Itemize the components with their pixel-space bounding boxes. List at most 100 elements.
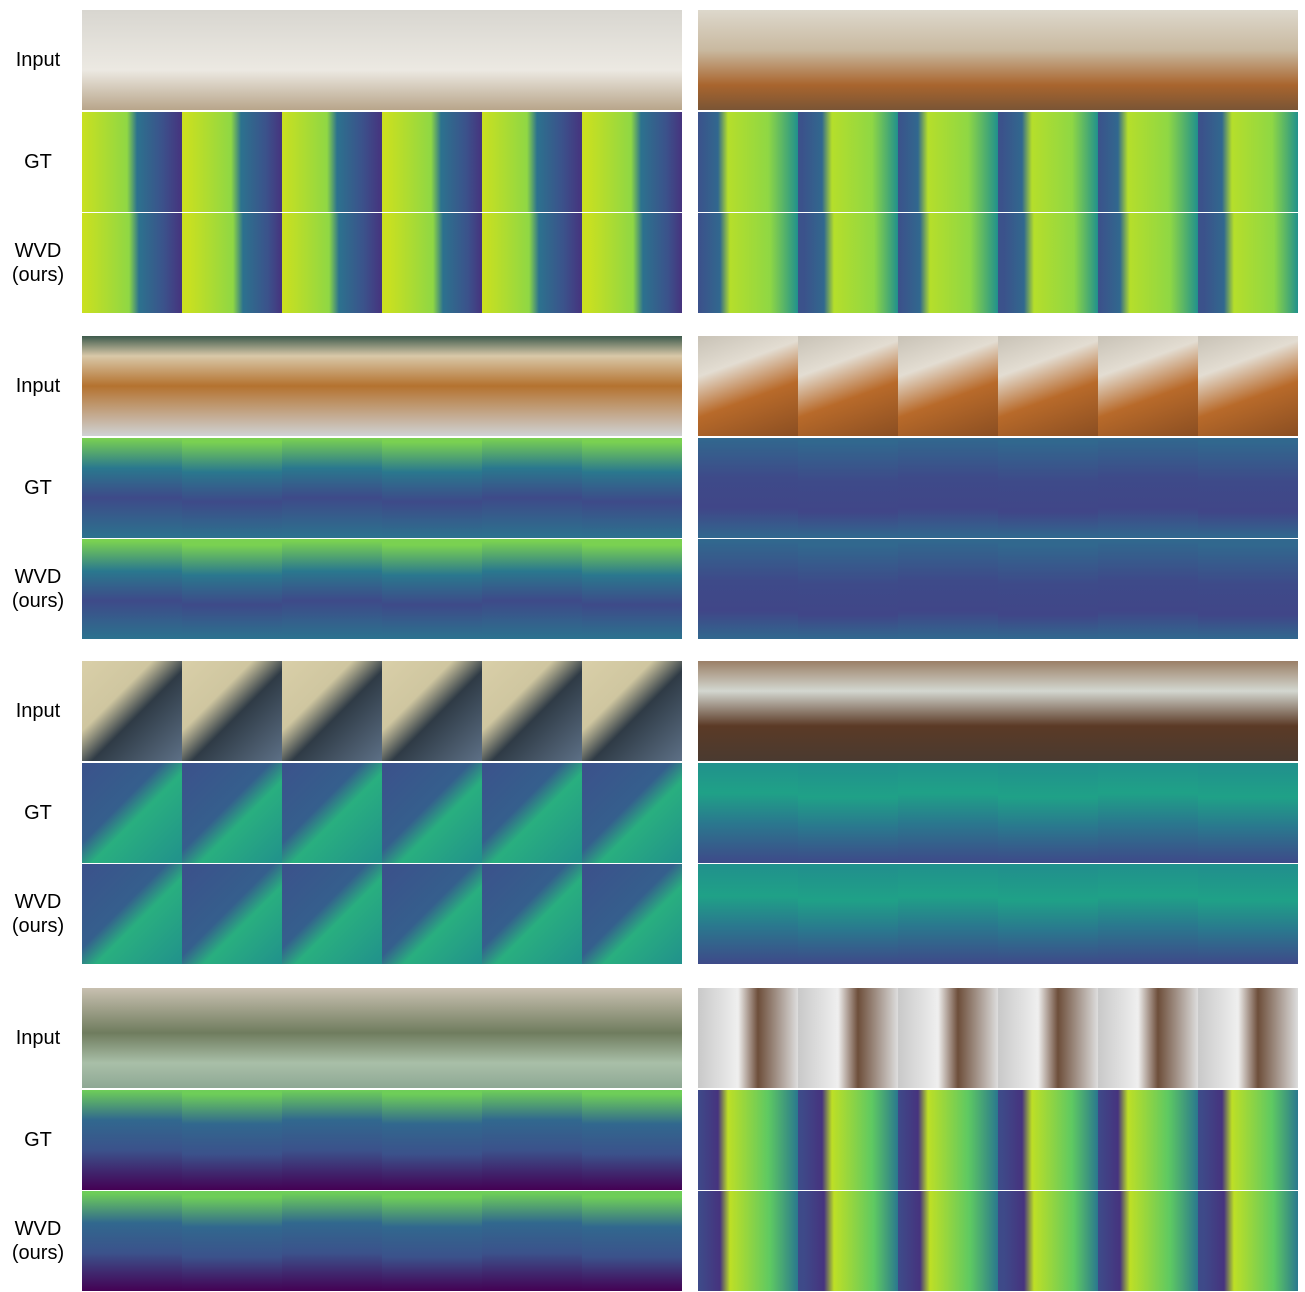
- predicted-depth-frame: [182, 539, 282, 639]
- gt-depth-frame: [898, 112, 998, 212]
- gt-depth-frame: [582, 438, 682, 538]
- input-frame: [82, 988, 182, 1088]
- gt-depth-frame: [582, 1090, 682, 1190]
- input-frame: [82, 336, 182, 436]
- gt-depth-frame: [482, 763, 582, 863]
- predicted-depth-frame: [382, 213, 482, 313]
- predicted-depth-frame: [898, 539, 998, 639]
- gt-depth-frame: [1198, 1090, 1298, 1190]
- input-frame: [1198, 10, 1298, 110]
- input-frame: [698, 661, 798, 761]
- input-frame: [1198, 988, 1298, 1088]
- input-frame: [798, 988, 898, 1088]
- input-frame: [898, 988, 998, 1088]
- input-frame: [998, 988, 1098, 1088]
- gt-depth-frame: [82, 763, 182, 863]
- predicted-depth-frame: [998, 864, 1098, 964]
- predicted-depth-frame: [1098, 213, 1198, 313]
- predicted-depth-frame: [482, 213, 582, 313]
- predicted-depth-frame: [82, 213, 182, 313]
- input-frame: [582, 336, 682, 436]
- predicted-depth-frame: [1198, 539, 1298, 639]
- gt-depth-frame: [182, 112, 282, 212]
- gt-depth-frame: [382, 763, 482, 863]
- gt-depth-frame: [998, 1090, 1098, 1190]
- input-frame: [898, 661, 998, 761]
- row-label: GT: [0, 476, 76, 500]
- gt-depth-frame: [1198, 763, 1298, 863]
- predicted-depth-frame: [382, 539, 482, 639]
- gt-depth-frame: [382, 1090, 482, 1190]
- predicted-depth-frame: [82, 1191, 182, 1291]
- predicted-depth-frame: [582, 539, 682, 639]
- input-frame: [482, 10, 582, 110]
- input-frame: [282, 10, 382, 110]
- input-frame: [698, 336, 798, 436]
- gt-depth-frame: [582, 763, 682, 863]
- gt-depth-frame: [798, 112, 898, 212]
- predicted-depth-frame: [898, 1191, 998, 1291]
- row-label: WVD (ours): [0, 1217, 76, 1265]
- gt-depth-frame: [1098, 112, 1198, 212]
- predicted-depth-frame: [282, 1191, 382, 1291]
- predicted-depth-frame: [582, 864, 682, 964]
- input-frame: [382, 10, 482, 110]
- gt-depth-frame: [998, 763, 1098, 863]
- gt-depth-frame: [898, 1090, 998, 1190]
- gt-depth-frame: [998, 112, 1098, 212]
- gt-depth-frame: [82, 1090, 182, 1190]
- input-frame: [382, 988, 482, 1088]
- predicted-depth-frame: [1198, 213, 1298, 313]
- gt-depth-frame: [798, 763, 898, 863]
- input-frame: [1198, 336, 1298, 436]
- input-frame: [798, 661, 898, 761]
- gt-depth-frame: [1198, 112, 1298, 212]
- input-frame: [282, 988, 382, 1088]
- gt-depth-frame: [282, 112, 382, 212]
- predicted-depth-frame: [998, 213, 1098, 313]
- predicted-depth-frame: [1198, 864, 1298, 964]
- row-label: WVD (ours): [0, 239, 76, 287]
- gt-depth-frame: [182, 438, 282, 538]
- input-frame: [1098, 336, 1198, 436]
- gt-depth-frame: [1098, 438, 1198, 538]
- input-frame: [582, 988, 682, 1088]
- input-frame: [482, 661, 582, 761]
- input-frame: [1098, 661, 1198, 761]
- row-label: Input: [0, 1026, 76, 1050]
- gt-depth-frame: [182, 1090, 282, 1190]
- predicted-depth-frame: [182, 864, 282, 964]
- predicted-depth-frame: [482, 1191, 582, 1291]
- input-frame: [798, 336, 898, 436]
- predicted-depth-frame: [998, 539, 1098, 639]
- predicted-depth-frame: [898, 864, 998, 964]
- predicted-depth-frame: [1098, 864, 1198, 964]
- row-label: GT: [0, 1128, 76, 1152]
- predicted-depth-frame: [282, 539, 382, 639]
- gt-depth-frame: [582, 112, 682, 212]
- predicted-depth-frame: [1098, 1191, 1198, 1291]
- gt-depth-frame: [898, 763, 998, 863]
- predicted-depth-frame: [1198, 1191, 1298, 1291]
- gt-depth-frame: [282, 438, 382, 538]
- input-frame: [182, 661, 282, 761]
- gt-depth-frame: [698, 1090, 798, 1190]
- row-label: Input: [0, 374, 76, 398]
- predicted-depth-frame: [182, 213, 282, 313]
- input-frame: [382, 661, 482, 761]
- input-frame: [998, 336, 1098, 436]
- gt-depth-frame: [382, 438, 482, 538]
- predicted-depth-frame: [282, 213, 382, 313]
- gt-depth-frame: [698, 112, 798, 212]
- row-label: Input: [0, 699, 76, 723]
- predicted-depth-frame: [582, 1191, 682, 1291]
- input-frame: [182, 336, 282, 436]
- predicted-depth-frame: [182, 1191, 282, 1291]
- input-frame: [82, 10, 182, 110]
- gt-depth-frame: [482, 112, 582, 212]
- gt-depth-frame: [182, 763, 282, 863]
- predicted-depth-frame: [698, 213, 798, 313]
- input-frame: [182, 10, 282, 110]
- input-frame: [282, 336, 382, 436]
- predicted-depth-frame: [1098, 539, 1198, 639]
